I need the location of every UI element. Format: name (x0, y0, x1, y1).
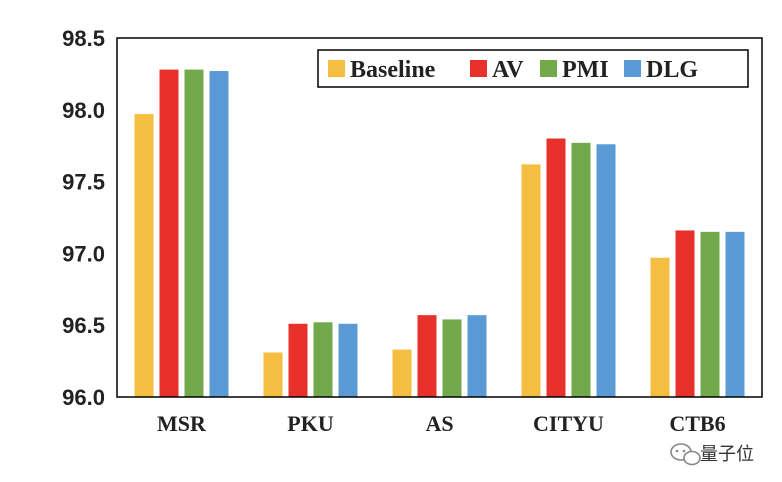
bar-dlg-cityu (596, 144, 616, 397)
bar-baseline-pku (263, 352, 283, 397)
bar-pmi-ctb6 (700, 231, 720, 397)
watermark: 量子位 (670, 443, 754, 466)
legend-label-dlg: DLG (646, 57, 698, 83)
bar-baseline-cityu (521, 164, 541, 397)
bar-pmi-as (442, 319, 462, 397)
y-tick-label: 96.5 (62, 313, 105, 338)
y-tick-label: 98.5 (62, 26, 105, 51)
y-tick-label: 98.0 (62, 98, 105, 123)
bar-av-cityu (546, 138, 566, 397)
plot-frame (116, 37, 763, 398)
y-tick-label: 97.0 (62, 241, 105, 266)
bar-av-ctb6 (675, 230, 695, 397)
x-axis-ticks: MSR PKU AS CITYU CTB6 (157, 411, 726, 436)
legend-swatch-dlg (624, 60, 641, 77)
x-tick-label: AS (425, 411, 453, 436)
wechat-icon (670, 443, 701, 466)
x-tick-label: CITYU (533, 411, 604, 436)
bar-dlg-pku (338, 323, 358, 397)
watermark-text: 量子位 (700, 444, 754, 465)
bar-av-as (417, 315, 437, 397)
bar-av-pku (288, 323, 308, 397)
bar-av-msr (159, 69, 179, 397)
bar-pmi-cityu (571, 142, 591, 397)
legend-label-baseline: Baseline (350, 57, 436, 83)
bar-dlg-ctb6 (725, 231, 745, 397)
legend-box (317, 49, 749, 88)
legend-swatch-baseline (328, 60, 345, 77)
x-tick-label: PKU (287, 411, 334, 436)
bar-baseline-msr (134, 114, 154, 397)
legend: Baseline AV PMI DLG (317, 49, 749, 88)
x-tick-label: CTB6 (669, 411, 725, 436)
bar-baseline-as (392, 349, 412, 397)
legend-swatch-av (470, 60, 487, 77)
y-tick-label: 97.5 (62, 170, 105, 195)
bar-dlg-as (467, 315, 487, 397)
y-tick-label: 96.0 (62, 385, 105, 410)
legend-swatch-pmi (540, 60, 557, 77)
bar-pmi-pku (313, 322, 333, 397)
bar-pmi-msr (184, 69, 204, 397)
x-tick-label: MSR (157, 411, 207, 436)
bars-group (134, 69, 745, 397)
legend-label-pmi: PMI (562, 57, 609, 83)
bar-baseline-ctb6 (650, 257, 670, 397)
y-axis-ticks: 96.0 96.5 97.0 97.5 98.0 98.5 (62, 26, 105, 410)
legend-label-av: AV (492, 57, 524, 83)
bar-dlg-msr (209, 71, 229, 397)
